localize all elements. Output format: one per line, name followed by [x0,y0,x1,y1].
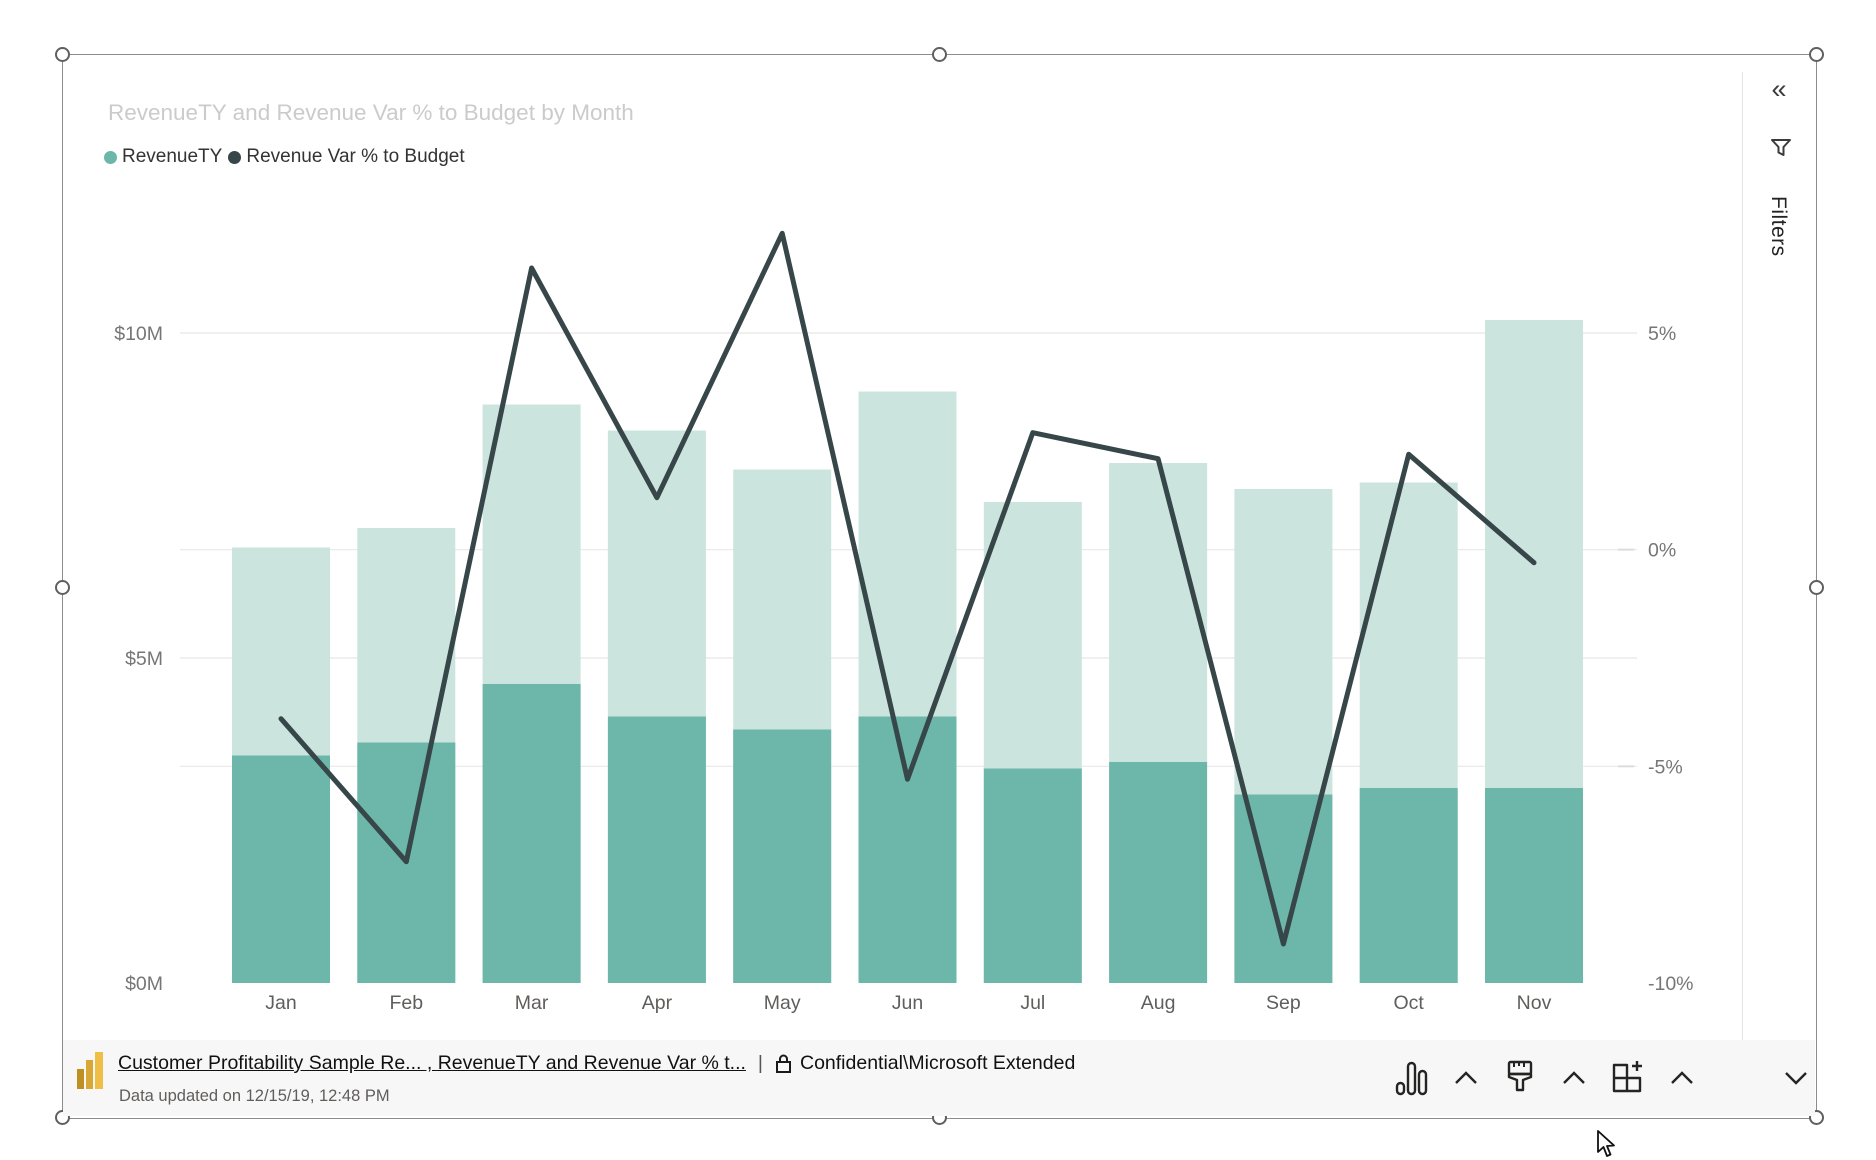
grid-plus-icon [1612,1061,1642,1093]
bar-revenuety-highlight-jul[interactable] [983,768,1082,984]
filter-funnel-button[interactable] [1768,134,1794,160]
format-expand-button[interactable] [1554,1058,1594,1098]
footer-title-row: Customer Profitability Sample Re... , Re… [118,1052,1075,1075]
visual-footer-bar [63,1040,1815,1116]
double-chevron-left-icon: « [1771,73,1787,104]
selection-handle-middle-left[interactable] [54,579,70,595]
bar-revenuety-highlight-jan[interactable] [232,755,330,984]
bar-revenuety-highlight-oct[interactable] [1359,788,1458,983]
collapse-footer-button[interactable] [1776,1058,1816,1098]
legend-label-revenuety: RevenueTY [122,146,223,167]
bar-revenuety-highlight-apr[interactable] [607,716,706,984]
legend-label-revenue-var: Revenue Var % to Budget [246,146,465,167]
selection-handle-top-left[interactable] [54,46,70,62]
bar-revenuety-highlight-aug[interactable] [1109,762,1208,983]
paint-brush-icon [1507,1060,1533,1092]
bar-revenuety-highlight-nov[interactable] [1485,788,1583,983]
legend-dot-revenue-var-icon [228,150,242,164]
legend-item-revenuety[interactable]: RevenueTY [104,146,222,168]
data-updated-text: Data updated on 12/15/19, 12:48 PM [119,1087,390,1105]
legend-item-revenue-var[interactable]: Revenue Var % to Budget [228,146,465,168]
selection-handle-middle-right[interactable] [1808,579,1824,595]
selection-handle-top-center[interactable] [931,46,947,62]
footer-toolbar [1392,1058,1816,1098]
mouse-cursor-icon [1597,1130,1615,1157]
chevron-up-icon [1563,1071,1585,1084]
change-visual-type-button[interactable] [1392,1058,1432,1098]
add-fields-button[interactable] [1608,1058,1648,1098]
filters-pane-divider [1742,72,1743,1116]
selection-handle-top-right[interactable] [1808,46,1824,62]
report-breadcrumb-link[interactable]: Customer Profitability Sample Re... , Re… [118,1052,746,1074]
bar-revenuety-highlight-sep[interactable] [1234,794,1333,984]
bar-revenuety-highlight-mar[interactable] [482,684,581,983]
legend-dot-revenuety-icon [104,150,117,164]
fields-expand-button[interactable] [1662,1058,1702,1098]
sensitivity-label: Confidential\Microsoft Extended [775,1052,1075,1075]
footer-separator: | [757,1052,763,1074]
format-visual-button[interactable] [1500,1058,1540,1098]
padlock-icon [775,1054,791,1073]
filters-pane-title[interactable]: Filters [1767,196,1790,257]
bar-revenuety-highlight-may[interactable] [733,729,832,984]
power-bi-logo-icon [76,1051,106,1091]
filter-funnel-icon [1771,139,1791,156]
column-chart-icon [1395,1061,1428,1096]
visual-type-expand-button[interactable] [1446,1058,1486,1098]
bar-revenuety-highlight-jun[interactable] [858,716,957,984]
chart-legend: RevenueTY Revenue Var % to Budget [104,146,465,168]
chevron-up-icon [1671,1071,1693,1084]
sensitivity-label-text: Confidential\Microsoft Extended [799,1052,1076,1074]
chart-title: RevenueTY and Revenue Var % to Budget by… [108,100,634,125]
chevron-up-icon [1455,1071,1477,1084]
line-revenue-var-pct[interactable] [278,230,1537,947]
collapse-filters-button[interactable]: « [1762,72,1796,106]
chevron-down-icon [1785,1072,1807,1085]
